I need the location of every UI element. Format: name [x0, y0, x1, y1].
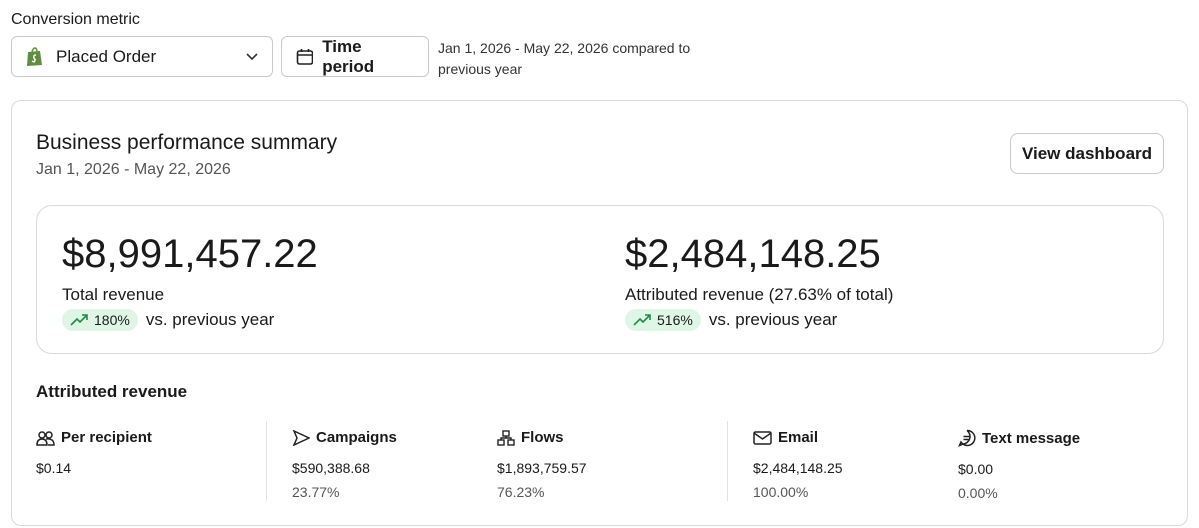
column-value: $2,484,148.25: [753, 460, 843, 476]
column-value: $0.00: [958, 461, 994, 477]
message-icon: [958, 429, 976, 447]
metric-label: Attributed revenue (27.63% of total): [625, 285, 894, 304]
label-text: Email: [778, 429, 819, 446]
button-label: Time period: [322, 36, 375, 76]
column: Per recipient $0.14: [36, 429, 152, 476]
column-label: Campaigns: [292, 429, 397, 446]
metric: $2,484,148.25 Attributed revenue (27.63%…: [625, 232, 893, 331]
shopify-icon: [27, 46, 42, 66]
period-description: Jan 1, 2026 - May 22, 2026 compared to p…: [438, 40, 691, 77]
column: Text message $0.00 0.00%: [958, 429, 1080, 502]
change-row: 516% vs. previous year: [625, 309, 893, 331]
column-label: Email: [753, 429, 843, 446]
divider: [727, 421, 728, 501]
change-value: 516%: [657, 312, 693, 328]
people-icon: [36, 430, 55, 446]
label-text: Per recipient: [61, 429, 152, 446]
column: Campaigns $590,388.68 23.77%: [292, 429, 397, 500]
label-text: Text message: [982, 429, 1081, 447]
email-icon: [753, 430, 772, 445]
change-pill: 516%: [625, 309, 701, 331]
selected-value: Placed Order: [56, 46, 157, 66]
divider: [266, 421, 267, 501]
chevron: [246, 52, 258, 60]
comparison: vs. previous year: [145, 310, 275, 329]
section-title: Attributed revenue: [36, 382, 188, 401]
card-title: Business performance summary: [36, 131, 338, 154]
column-value: $0.14: [36, 460, 72, 476]
comparison: vs. previous year: [708, 310, 838, 329]
trend-icon: [70, 314, 88, 326]
column-share: 100.00%: [753, 484, 809, 500]
change-pill: 180%: [62, 309, 138, 331]
metrics-box: $8,991,457.22 Total revenue 180% vs. pre…: [36, 205, 1164, 354]
column: Flows $1,893,759.57 76.23%: [497, 429, 587, 500]
column-value: $590,388.68: [292, 460, 370, 476]
label-text: Flows: [521, 429, 564, 446]
column-share: 0.00%: [958, 485, 998, 501]
metric-value: $2,484,148.25: [625, 232, 881, 276]
metric-value: $8,991,457.22: [62, 232, 318, 276]
column-label: Flows: [497, 429, 587, 446]
time-period-button[interactable]: Time period: [281, 36, 429, 77]
summary-card: Business performance summary Jan 1, 2026…: [11, 100, 1188, 526]
column-label: Per recipient: [36, 429, 152, 446]
send-icon: [292, 429, 310, 446]
view-dashboard-button[interactable]: View dashboard: [1010, 133, 1164, 174]
column: Email $2,484,148.25 100.00%: [753, 429, 843, 500]
change-row: 180% vs. previous year: [62, 309, 318, 331]
metric-label: Total revenue: [62, 285, 165, 304]
date-range: Jan 1, 2026 - May 22, 2026: [36, 161, 231, 178]
change-value: 180%: [94, 312, 130, 328]
calendar-icon: [296, 48, 314, 65]
column-label: Text message: [958, 429, 1080, 447]
flow-icon: [497, 429, 515, 446]
column-share: 23.77%: [292, 484, 340, 500]
label-text: Campaigns: [316, 429, 397, 446]
column-value: $1,893,759.57: [497, 460, 587, 476]
metric-dropdown[interactable]: Placed Order: [11, 36, 273, 77]
trend-icon: [633, 314, 651, 326]
column-share: 76.23%: [497, 484, 545, 500]
label: Conversion metric: [11, 11, 140, 28]
metric: $8,991,457.22 Total revenue 180% vs. pre…: [62, 232, 318, 331]
